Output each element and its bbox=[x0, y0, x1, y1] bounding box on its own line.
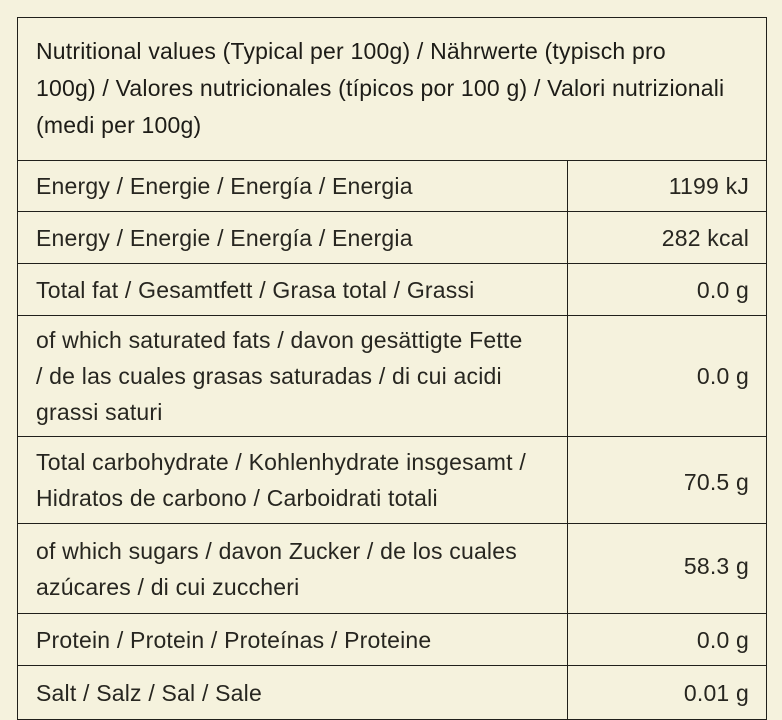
nutrient-value: 0.0 g bbox=[566, 613, 768, 666]
nutrition-table: Nutritional values (Typical per 100g) / … bbox=[16, 17, 768, 720]
nutrient-value: 0.0 g bbox=[566, 315, 768, 437]
nutrient-value: 58.3 g bbox=[566, 523, 768, 614]
table-title: Nutritional values (Typical per 100g) / … bbox=[16, 17, 768, 161]
table-row: Salt / Salz / Sal / Sale 0.01 g bbox=[17, 665, 768, 720]
table-row: Energy / Energie / Energía / Energia 119… bbox=[17, 160, 768, 212]
nutrient-label: of which saturated fats / davon gesättig… bbox=[17, 315, 568, 437]
nutrient-label: of which sugars / davon Zucker / de los … bbox=[17, 523, 568, 614]
table-row: Energy / Energie / Energía / Energia 282… bbox=[17, 211, 768, 264]
table-row: of which saturated fats / davon gesättig… bbox=[17, 315, 768, 437]
nutrient-label: Salt / Salz / Sal / Sale bbox=[17, 665, 568, 720]
nutrient-label: Total carbohydrate / Kohlenhydrate insge… bbox=[17, 436, 568, 524]
nutrient-label: Total fat / Gesamtfett / Grasa total / G… bbox=[17, 263, 568, 316]
table-row: of which sugars / davon Zucker / de los … bbox=[17, 523, 768, 614]
nutrient-label: Protein / Protein / Proteínas / Proteine bbox=[17, 613, 568, 666]
nutrient-value: 70.5 g bbox=[566, 436, 768, 524]
nutrient-value: 0.01 g bbox=[566, 665, 768, 720]
table-row: Total carbohydrate / Kohlenhydrate insge… bbox=[17, 436, 768, 524]
table-row: Protein / Protein / Proteínas / Proteine… bbox=[17, 613, 768, 666]
nutrient-value: 282 kcal bbox=[566, 211, 768, 264]
nutrient-value: 1199 kJ bbox=[566, 160, 768, 212]
table-row: Total fat / Gesamtfett / Grasa total / G… bbox=[17, 263, 768, 316]
nutrient-value: 0.0 g bbox=[566, 263, 768, 316]
table-header-row: Nutritional values (Typical per 100g) / … bbox=[16, 17, 768, 161]
nutrient-label: Energy / Energie / Energía / Energia bbox=[17, 211, 568, 264]
nutrient-label: Energy / Energie / Energía / Energia bbox=[17, 160, 568, 212]
